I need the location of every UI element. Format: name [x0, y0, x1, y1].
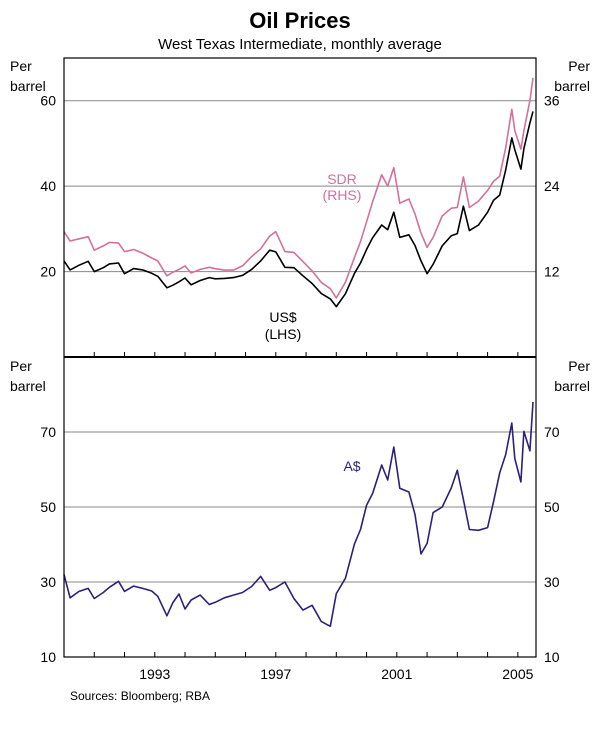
top-right-tick-label: 24: [544, 178, 560, 194]
usd-axis-note: (LHS): [265, 326, 302, 342]
bottom-left-tick-label: 10: [40, 649, 56, 665]
bottom-right-axis-label-line2: barrel: [554, 378, 590, 394]
x-tick-label: 2005: [502, 666, 533, 682]
source-note: Sources: Bloomberg; RBA: [70, 689, 211, 703]
top-right-axis-label-line1: Per: [568, 58, 590, 74]
top-right-axis-label-line2: barrel: [554, 78, 590, 94]
series-line-A$: [63, 401, 534, 628]
top-left-axis-label-line2: barrel: [10, 78, 46, 94]
sdr-label: SDR: [327, 171, 357, 187]
sdr-axis-note: (RHS): [323, 187, 362, 203]
bottom-right-tick-label: 30: [544, 574, 560, 590]
top-right-tick-label: 12: [544, 264, 560, 280]
bottom-right-tick-label: 70: [544, 424, 560, 440]
x-tick-label: 1993: [139, 666, 170, 682]
chart-title: Oil Prices: [249, 8, 351, 33]
top-left-tick-label: 40: [40, 178, 56, 194]
top-left-tick-label: 60: [40, 93, 56, 109]
usd-label: US$: [269, 309, 296, 325]
bottom-right-tick-label: 10: [544, 649, 560, 665]
bottom-left-tick-label: 50: [40, 499, 56, 515]
series-line-SDR: [63, 77, 534, 299]
top-right-axis-label: Per barrel: [554, 56, 590, 96]
bottom-left-axis-label: Per barrel: [10, 356, 46, 396]
aud-label: A$: [343, 458, 360, 474]
top-right-tick-label: 36: [544, 93, 560, 109]
bottom-left-tick-label: 30: [40, 574, 56, 590]
bottom-right-axis-label: Per barrel: [554, 356, 590, 396]
top-left-axis-label-line1: Per: [10, 58, 32, 74]
bottom-right-axis-label-line1: Per: [568, 358, 590, 374]
x-tick-label: 2001: [381, 666, 412, 682]
bottom-right-tick-label: 50: [544, 499, 560, 515]
x-tick-label: 1997: [260, 666, 291, 682]
series-line-US$: [63, 111, 534, 308]
bottom-left-axis-label-line1: Per: [10, 358, 32, 374]
chart-subtitle: West Texas Intermediate, monthly average: [158, 36, 442, 53]
bottom-left-axis-label-line2: barrel: [10, 378, 46, 394]
bottom-left-tick-label: 70: [40, 424, 56, 440]
top-left-axis-label: Per barrel: [10, 56, 46, 96]
top-left-tick-label: 20: [40, 264, 56, 280]
